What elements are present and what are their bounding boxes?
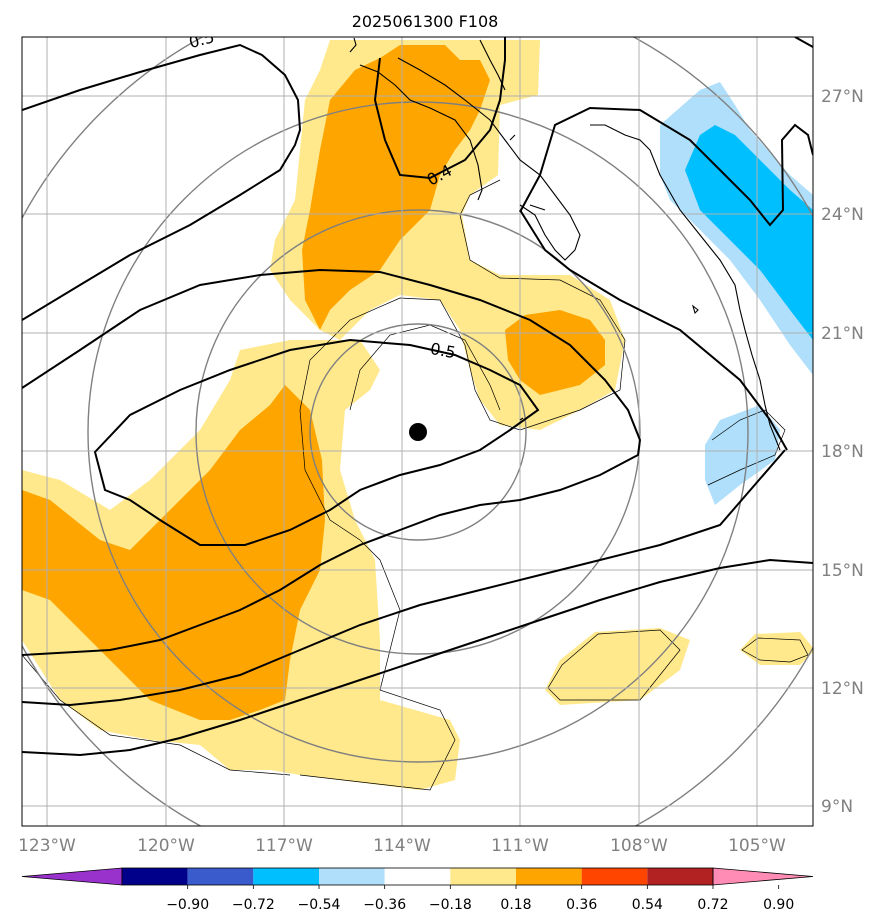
lat-label: 27°N	[821, 87, 864, 107]
storm-center-marker	[409, 423, 427, 441]
orange-region-north	[302, 45, 490, 330]
range-ring-2	[195, 209, 641, 655]
orange-region-east	[505, 310, 605, 395]
contour-line-6	[373, 37, 506, 180]
colorbar-segment	[187, 868, 254, 885]
contour-line-1	[22, 43, 302, 321]
lon-label: 123°W	[18, 836, 76, 856]
colorbar-tick-label: 0.90	[763, 897, 794, 913]
lon-label: 120°W	[137, 836, 195, 856]
colorbar-segment	[122, 868, 188, 885]
contour-label-05: 0.5	[429, 339, 457, 362]
colorbar-frame	[121, 867, 714, 886]
graticule	[22, 37, 813, 826]
light-blue-region-east	[705, 405, 780, 505]
lat-labels: 27°N 24°N 21°N 18°N 15°N 12°N 9°N	[821, 87, 864, 817]
yellow-region-small-2	[740, 632, 813, 665]
contour-line-3	[93, 338, 540, 546]
range-ring-1	[309, 323, 527, 541]
orange-region-southwest	[22, 385, 325, 720]
colorbar-extend-high	[712, 867, 814, 886]
map-title: 2025061300 F108	[352, 12, 499, 31]
lat-label: 21°N	[821, 324, 864, 344]
colorbar-extend-low	[21, 867, 123, 886]
lon-label: 111°W	[491, 836, 549, 856]
contour-line-9	[794, 37, 813, 48]
colorbar-segment	[450, 868, 516, 885]
fill-outlines	[22, 179, 809, 791]
lon-label: 114°W	[373, 836, 431, 856]
colorbar-tick-label: 0.72	[697, 897, 728, 913]
colorbar-segment	[384, 868, 451, 885]
fill-orange	[22, 45, 605, 720]
contour-line-7	[519, 106, 813, 227]
colorbar-segment	[647, 868, 713, 885]
contour-line-5	[22, 558, 813, 757]
lon-labels: 123°W 120°W 117°W 114°W 111°W 108°W 105°…	[18, 836, 786, 856]
contour-line-8	[519, 209, 788, 451]
colorbar-tick-label: −0.54	[298, 897, 341, 913]
black-contours	[22, 37, 813, 757]
colorbar-segment	[581, 868, 648, 885]
deep-blue-region-northeast	[685, 125, 813, 340]
colorbar-tick-label: −0.90	[166, 897, 209, 913]
contour-line-4	[22, 449, 786, 707]
colorbar-tick-label: −0.36	[363, 897, 406, 913]
map-frame	[21, 36, 814, 827]
colorbar-segment	[253, 868, 319, 885]
colorbar-segment	[319, 868, 385, 885]
lon-label: 105°W	[728, 836, 786, 856]
map-area: 0.5 0.4 0.5	[22, 37, 813, 826]
colorbar: −0.90 −0.72 −0.54 −0.36 −0.18 0.18 0.36 0.54 0.7…	[21, 867, 814, 913]
lat-label: 15°N	[821, 561, 864, 581]
contour-line-2	[22, 268, 642, 656]
colorbar-tick-label: 0.36	[566, 897, 597, 913]
lon-label: 117°W	[255, 836, 313, 856]
fill-blue	[660, 82, 813, 505]
colorbar-segment	[516, 868, 582, 885]
lat-label: 18°N	[821, 442, 864, 462]
colorbar-tick-label: 0.54	[632, 897, 663, 913]
colorbar-tick-label: −0.72	[232, 897, 275, 913]
lat-label: 24°N	[821, 205, 864, 225]
lat-label: 9°N	[821, 797, 853, 817]
range-ring-3	[87, 101, 749, 763]
yellow-region-small-1	[545, 628, 690, 705]
lon-label: 108°W	[610, 836, 668, 856]
range-rings	[22, 37, 813, 826]
colorbar-tick-label: 0.18	[500, 897, 531, 913]
lat-label: 12°N	[821, 679, 864, 699]
colorbar-tick-label: −0.18	[429, 897, 472, 913]
